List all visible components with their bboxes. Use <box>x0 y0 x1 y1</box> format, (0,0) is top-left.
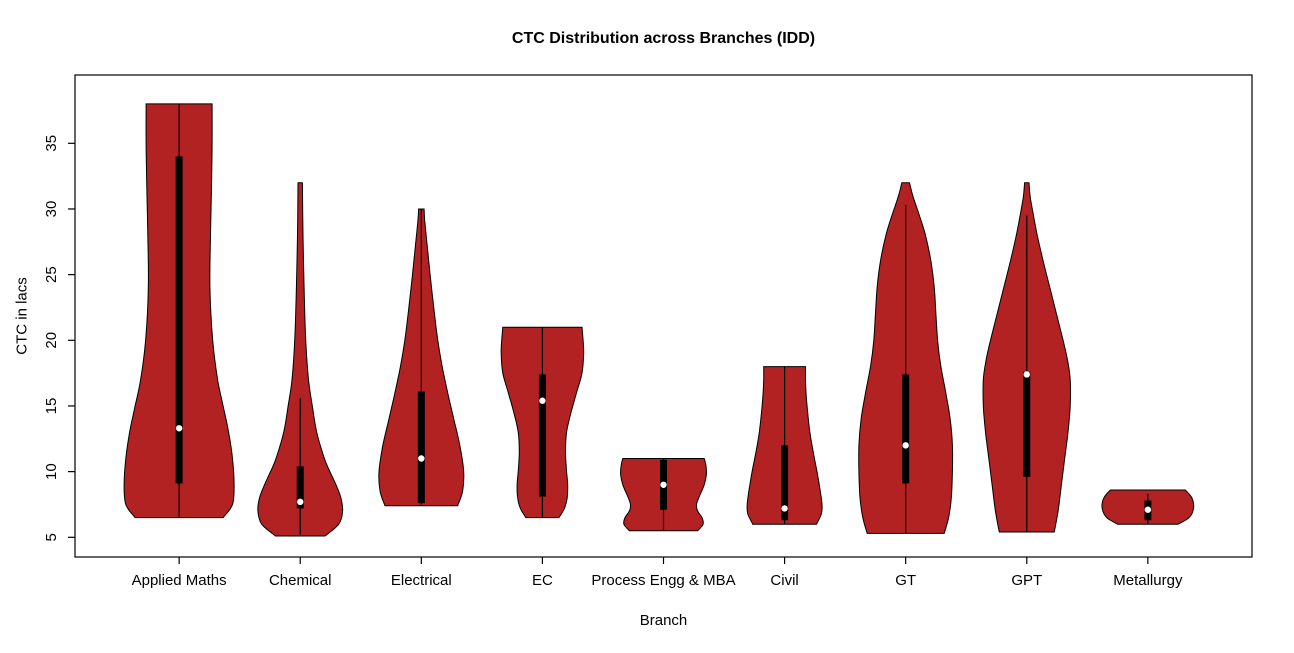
violin-electrical <box>378 208 465 507</box>
violin-ec <box>500 326 585 519</box>
median-dot <box>175 425 183 432</box>
y-tick-label: 5 <box>43 533 60 541</box>
x-tick-label-civil: Civil <box>770 572 798 589</box>
violin-shape <box>257 182 344 537</box>
x-tick-label-chemical: Chemical <box>269 572 332 589</box>
x-tick-label-process-engg-mba: Process Engg & MBA <box>591 572 735 589</box>
median-dot <box>418 455 425 462</box>
median-dot <box>660 481 667 488</box>
median-dot <box>781 505 788 512</box>
violin-gpt <box>982 182 1072 533</box>
iqr-box <box>417 391 425 504</box>
x-axis-label: Branch <box>639 612 688 629</box>
y-tick-label: 10 <box>43 463 60 480</box>
median-dot <box>902 442 909 449</box>
y-tick-label: 15 <box>43 398 60 415</box>
violin-chemical <box>257 182 344 537</box>
iqr-box <box>296 466 304 509</box>
x-tick-label-electrical: Electrical <box>391 572 452 589</box>
x-tick-label-ec: EC <box>532 572 553 589</box>
y-tick-label: 20 <box>43 332 60 349</box>
violin-applied-maths <box>123 103 235 519</box>
x-tick-label-gpt: GPT <box>1011 572 1042 589</box>
iqr-box <box>175 156 183 484</box>
iqr-box <box>1023 371 1031 477</box>
chart-title: CTC Distribution across Branches (IDD) <box>511 30 816 47</box>
violin-process-engg-mba <box>620 458 707 532</box>
median-dot <box>1023 371 1030 378</box>
x-tick-label-applied-maths: Applied Maths <box>132 572 227 589</box>
median-dot <box>539 397 546 404</box>
violin-metallurgy <box>1101 489 1195 525</box>
y-axis-label: CTC in lacs <box>13 277 31 355</box>
violin-civil <box>746 366 823 525</box>
violin-gt <box>858 182 954 534</box>
y-tick-label: 25 <box>43 266 60 283</box>
x-tick-label-gt: GT <box>895 572 916 589</box>
y-tick-label: 30 <box>43 201 60 218</box>
iqr-box <box>781 445 789 521</box>
x-tick-label-metallurgy: Metallurgy <box>1113 572 1183 589</box>
iqr-box <box>902 374 910 484</box>
iqr-box <box>538 374 546 497</box>
median-dot <box>297 498 304 506</box>
median-dot <box>1144 506 1152 513</box>
y-tick-label: 35 <box>43 135 60 152</box>
